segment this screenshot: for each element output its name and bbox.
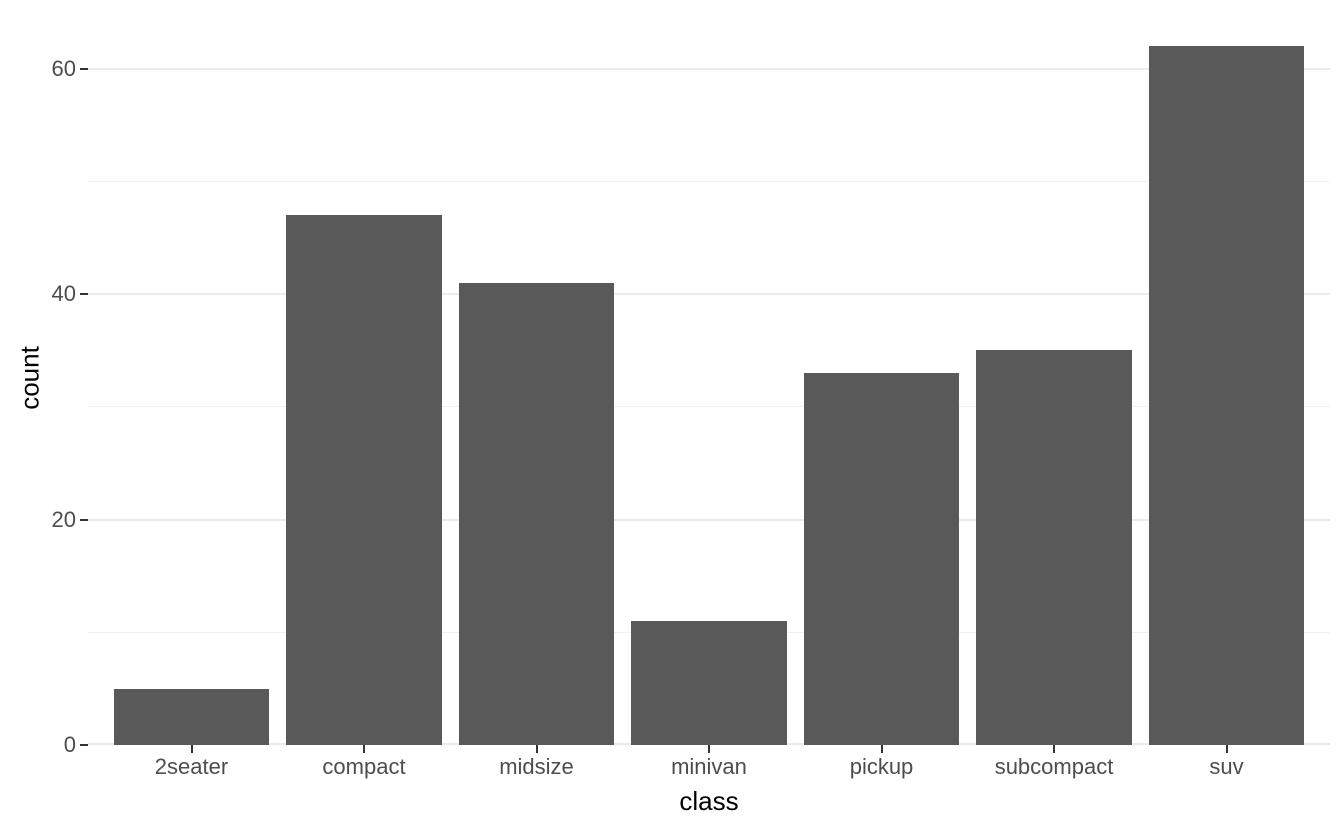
plot-panel <box>88 11 1330 745</box>
bar-2seater <box>113 688 270 745</box>
x-tick-midsize <box>535 745 538 753</box>
y-tick-40 <box>80 293 88 295</box>
x-tick-minivan <box>708 745 710 753</box>
gridline-major-40 <box>88 293 1330 296</box>
gridline-minor-50 <box>88 180 1330 182</box>
y-tick-label-20: 20 <box>51 506 76 532</box>
x-tick-subcompact <box>1053 745 1055 753</box>
x-tick-label-subcompact: subcompact <box>994 754 1114 779</box>
x-tick-2seater <box>190 745 193 753</box>
bar-midsize <box>458 282 615 745</box>
y-tick-label-60: 60 <box>51 55 76 81</box>
x-tick-label-2seater: 2seater <box>154 754 229 779</box>
x-tick-label-suv: suv <box>1209 754 1244 779</box>
y-tick-0 <box>80 744 88 746</box>
x-tick-label-minivan: minivan <box>671 754 747 779</box>
x-tick-label-pickup: pickup <box>849 754 914 779</box>
x-tick-label-midsize: midsize <box>499 754 574 779</box>
y-tick-20 <box>80 518 88 521</box>
x-tick-label-compact: compact <box>322 754 406 779</box>
gridline-major-20 <box>88 518 1330 521</box>
y-tick-label-40: 40 <box>51 281 76 306</box>
y-axis-title: count <box>14 346 45 410</box>
bar-suv <box>1148 45 1305 745</box>
bar-compact <box>286 215 442 745</box>
x-axis-title: class <box>679 786 739 816</box>
bar-subcompact <box>976 350 1132 745</box>
y-tick-60 <box>80 67 88 70</box>
bar-pickup <box>803 372 960 745</box>
bar-minivan <box>631 620 787 745</box>
x-tick-suv <box>1225 745 1228 753</box>
gridline-major-60 <box>88 67 1330 70</box>
y-tick-label-0: 0 <box>63 732 76 757</box>
x-tick-pickup <box>880 745 883 753</box>
x-tick-compact <box>363 745 365 753</box>
gridline-minor-30 <box>88 406 1330 408</box>
